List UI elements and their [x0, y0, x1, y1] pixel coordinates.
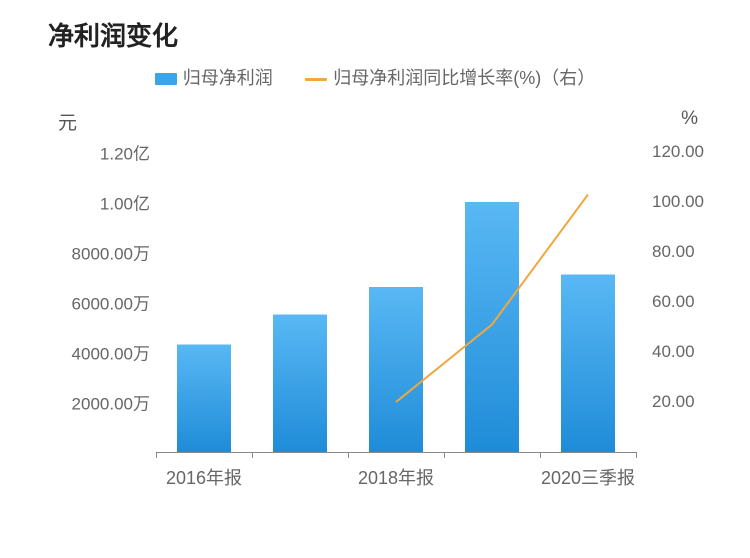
ytick-left: 6000.00万: [72, 290, 150, 315]
ytick-left: 1.00亿: [100, 190, 150, 215]
legend-swatch-line: [305, 78, 327, 81]
ytick-left: 4000.00万: [72, 340, 150, 365]
ytick-left: 2000.00万: [72, 390, 150, 415]
right-axis-unit: %: [681, 108, 698, 130]
ytick-left: 8000.00万: [72, 240, 150, 265]
bar: [369, 287, 423, 452]
chart-container: 净利润变化 归母净利润 归母净利润同比增长率(%)（右） 元 % 1.20亿 1.…: [0, 0, 750, 558]
ytick-right: 60.00: [652, 292, 695, 312]
x-axis-line: [156, 452, 636, 453]
xtick-label: 2018年报: [358, 464, 434, 490]
x-tickmark: [540, 452, 541, 458]
legend: 归母净利润 归母净利润同比增长率(%)（右）: [0, 64, 750, 90]
legend-item-line: 归母净利润同比增长率(%)（右）: [305, 64, 595, 90]
plot-svg: [156, 152, 636, 452]
legend-swatch-bar: [155, 73, 177, 85]
ytick-right: 80.00: [652, 242, 695, 262]
xtick-label: 2016年报: [166, 464, 242, 490]
ytick-right: 40.00: [652, 342, 695, 362]
left-axis-unit: 元: [58, 108, 77, 135]
x-tickmark: [156, 452, 157, 458]
ytick-right: 120.00: [652, 142, 704, 162]
x-tickmark: [636, 452, 637, 458]
ytick-left: 1.20亿: [100, 140, 150, 165]
bar: [177, 345, 231, 453]
ytick-right: 20.00: [652, 392, 695, 412]
legend-label-line: 归母净利润同比增长率(%)（右）: [333, 68, 595, 88]
ytick-right: 100.00: [652, 192, 704, 212]
x-tickmark: [348, 452, 349, 458]
bar: [273, 315, 327, 453]
chart-title: 净利润变化: [48, 16, 178, 53]
x-tickmark: [252, 452, 253, 458]
bar: [465, 202, 519, 452]
bar: [561, 275, 615, 453]
legend-label-bar: 归母净利润: [183, 68, 273, 88]
plot-area: [156, 152, 636, 452]
x-tickmark: [444, 452, 445, 458]
legend-item-bar: 归母净利润: [155, 64, 273, 90]
xtick-label: 2020三季报: [541, 464, 635, 490]
